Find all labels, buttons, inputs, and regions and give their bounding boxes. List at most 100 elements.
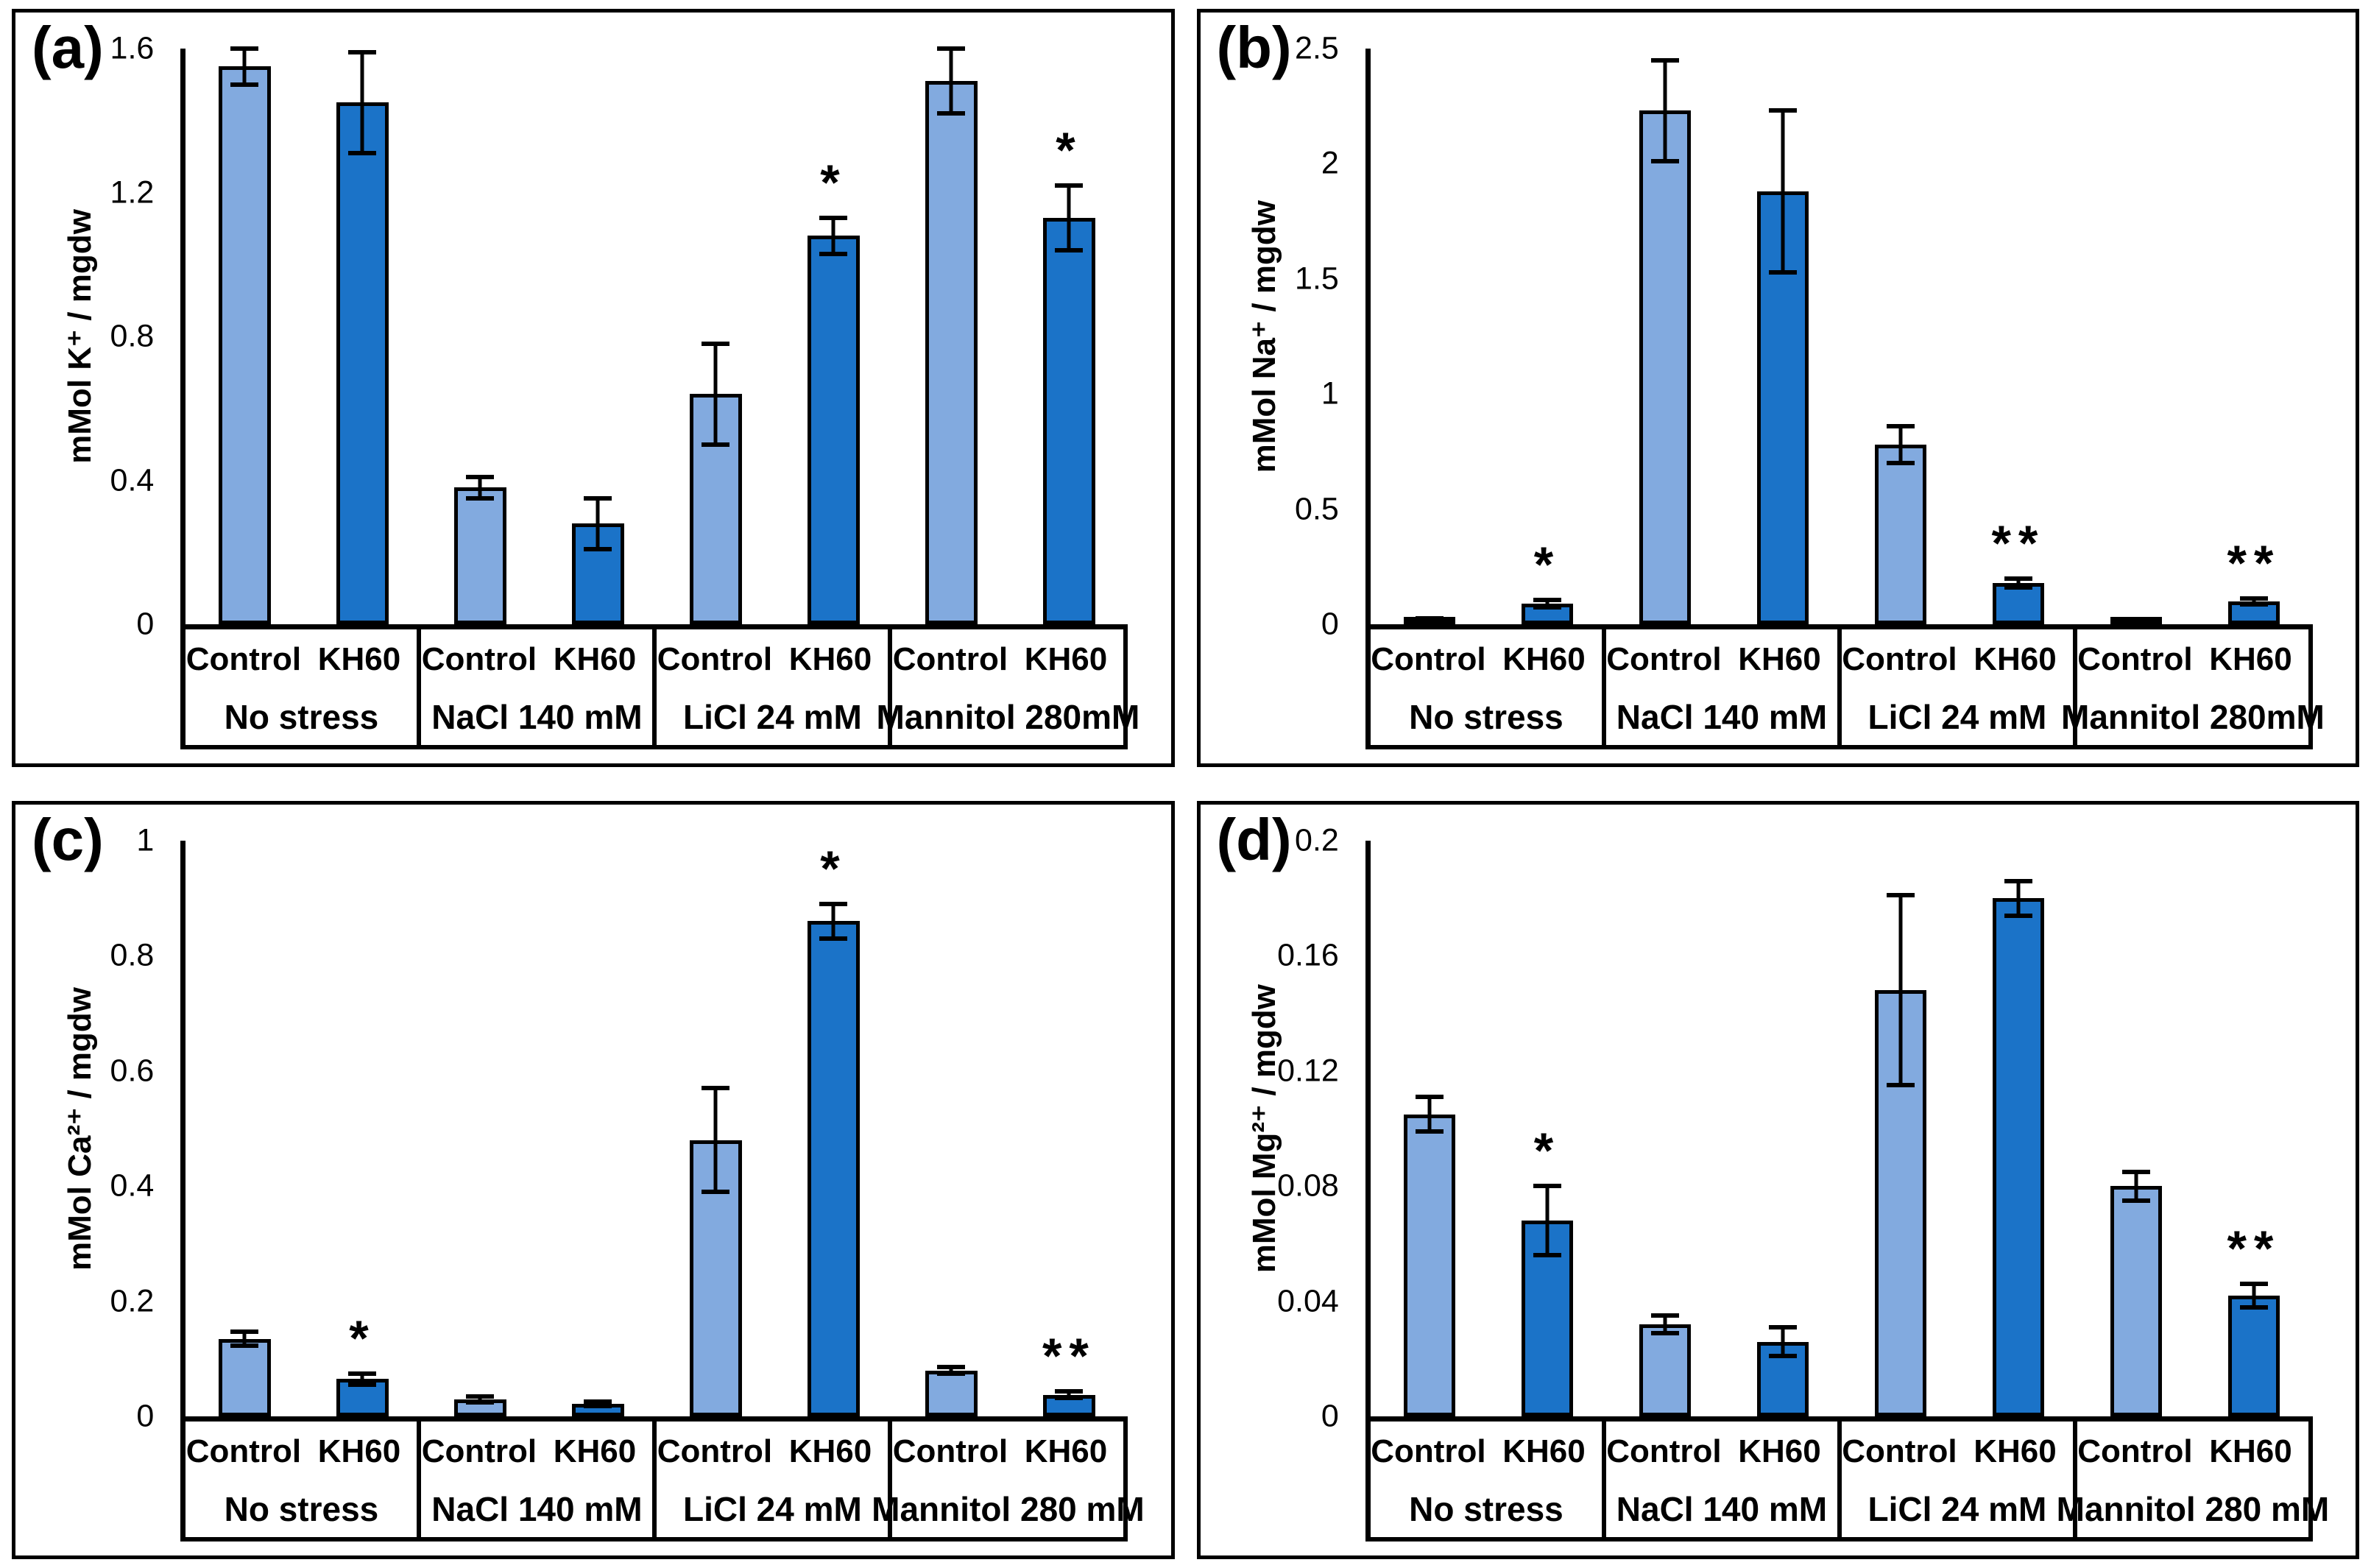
panel-b: (b) mMol Na⁺ / mgdw 0 0.5 1 1.5 2 2.5 * ** ** Contr… — [1196, 9, 2359, 767]
series-label-control: Control — [1606, 1433, 1722, 1469]
bar-control — [1874, 445, 1927, 625]
y-tick-label: 0.8 — [110, 937, 155, 973]
y-tick-label: 0.4 — [110, 462, 155, 498]
error-bar-stem — [1663, 60, 1667, 162]
group-name-label: NaCl 140 mM — [431, 1490, 643, 1529]
group-cell-1: Control KH60 No stress — [1371, 629, 1606, 745]
error-bar-cap-bottom — [584, 546, 612, 551]
error-bar-cap-bottom — [1650, 1330, 1679, 1335]
error-bar-cap-top — [348, 1371, 377, 1376]
series-label-kh60: KH60 — [553, 640, 637, 677]
error-bar-stem — [1781, 1327, 1785, 1357]
error-bar-cap-top — [2004, 878, 2032, 883]
series-label-row: Control KH60 — [892, 1422, 1123, 1481]
group-cell-3: Control KH60 LiCl 24 mM — [1842, 1422, 2077, 1537]
error-bar-cap-bottom — [2239, 1304, 2268, 1310]
series-label-control: Control — [421, 1433, 537, 1469]
error-bar-cap-top — [1650, 1313, 1679, 1318]
bar-control — [1403, 1114, 1456, 1417]
error-bar-stem — [242, 48, 247, 85]
series-label-row: Control KH60 — [185, 1422, 417, 1481]
bar-control — [2110, 1186, 2163, 1417]
error-bar-stem — [360, 1373, 364, 1385]
error-bar-stem — [2134, 1171, 2138, 1201]
error-bar-cap-bottom — [1533, 604, 1561, 610]
error-bar-cap-top — [937, 46, 966, 51]
error-bar-cap-top — [2121, 1169, 2150, 1174]
group-cell-3: Control KH60 LiCl 24 mM — [657, 1422, 893, 1537]
y-tick-label: 0.2 — [1295, 822, 1339, 858]
panel-letter-a: (a) — [31, 15, 104, 81]
error-bar-stem — [596, 498, 600, 549]
error-bar-cap-top — [702, 1086, 730, 1091]
error-bar-cap-top — [1768, 1325, 1797, 1330]
series-label-row: Control KH60 — [892, 629, 1123, 689]
series-label-row: Control KH60 — [1606, 1422, 1837, 1481]
error-bar-cap-bottom — [230, 1343, 259, 1349]
group-cell-4: Control KH60 Mannitol 280mM — [2061, 629, 2325, 745]
series-label-row: Control KH60 — [421, 629, 652, 689]
series-label-kh60: KH60 — [1974, 1433, 2057, 1469]
y-tick-label: 2.5 — [1295, 30, 1339, 66]
bar-kh60 — [808, 236, 860, 625]
error-bar-stem — [1898, 895, 1903, 1086]
y-tick-label: 0.12 — [1277, 1053, 1339, 1089]
group-name-label: No stress — [1409, 1490, 1563, 1529]
significance-marker: * — [820, 154, 847, 211]
error-bar-cap-top — [2239, 1282, 2268, 1287]
group-cell-1: Control KH60 No stress — [185, 629, 422, 745]
series-label-row: Control KH60 — [657, 629, 888, 689]
plot-area: * ** — [1365, 840, 2313, 1417]
error-bar-stem — [2016, 880, 2021, 916]
panel-letter-c: (c) — [31, 807, 104, 873]
error-bar-stem — [2016, 578, 2021, 588]
error-bar-cap-bottom — [466, 496, 495, 501]
group-name-label: Mannitol 280mM — [2061, 698, 2325, 737]
error-bar-cap-bottom — [2121, 621, 2150, 626]
series-label-kh60: KH60 — [317, 640, 401, 677]
group-name-label: NaCl 140 mM — [1616, 1490, 1828, 1529]
error-bar-cap-top — [1415, 1095, 1444, 1100]
x-axis-label-table: Control KH60 No stress Control KH60 NaCl 140 … — [180, 1416, 1145, 1541]
series-label-row: Control KH60 — [1371, 1422, 1602, 1481]
error-bar-cap-top — [1055, 183, 1084, 188]
y-tick-label: 2 — [1321, 145, 1339, 181]
bar-kh60 — [336, 102, 389, 625]
y-tick-label: 1.2 — [110, 174, 155, 211]
series-label-kh60: KH60 — [317, 1433, 401, 1469]
series-label-control: Control — [1606, 640, 1722, 677]
group-cell-1: Control KH60 No stress — [1371, 1422, 1606, 1537]
error-bar-stem — [1545, 600, 1550, 607]
group-name-label: NaCl 140 mM — [431, 698, 643, 737]
significance-marker: ** — [1042, 1327, 1096, 1384]
group-name-label: Mannitol 280 mM — [872, 1490, 1145, 1529]
group-cell-2: Control KH60 NaCl 140 mM — [1606, 629, 1842, 745]
panel-c: (c) mMol Ca²⁺ / mgdw 0 0.2 0.4 0.6 0.8 1 * * ** Con… — [12, 801, 1175, 1559]
error-bar-cap-bottom — [1886, 1083, 1915, 1088]
error-bar-cap-top — [819, 215, 848, 220]
error-bar-cap-bottom — [819, 936, 848, 941]
bar-control — [925, 80, 978, 625]
series-label-control: Control — [185, 640, 302, 677]
x-axis-label-table: Control KH60 No stress Control KH60 NaCl 140 … — [1365, 624, 2325, 749]
series-label-control: Control — [657, 1433, 773, 1469]
error-bar-cap-bottom — [1415, 618, 1444, 624]
significance-marker: * — [1533, 537, 1561, 593]
y-tick-label: 0.04 — [1277, 1283, 1339, 1319]
series-label-row: Control KH60 — [1842, 629, 2073, 689]
y-axis-title-text: mMol Mg²⁺ / mgdw — [1246, 983, 1283, 1274]
series-label-kh60: KH60 — [2209, 1433, 2292, 1469]
series-label-control: Control — [1371, 640, 1486, 677]
y-tick-label: 0 — [136, 606, 155, 642]
y-tick-label: 0.2 — [110, 1283, 155, 1319]
group-cell-1: Control KH60 No stress — [185, 1422, 422, 1537]
bar-kh60 — [1992, 898, 2045, 1417]
error-bar-stem — [478, 1396, 482, 1402]
error-bar-cap-top — [819, 902, 848, 907]
error-bar-cap-top — [1886, 893, 1915, 898]
group-cell-3: Control KH60 LiCl 24 mM — [1842, 629, 2077, 745]
y-tick-label: 0 — [1321, 1398, 1339, 1434]
group-name-label: LiCl 24 mM — [1868, 698, 2047, 737]
group-cell-2: Control KH60 NaCl 140 mM — [421, 629, 657, 745]
y-axis-title-text: mMol Na⁺ / mgdw — [1246, 199, 1283, 473]
